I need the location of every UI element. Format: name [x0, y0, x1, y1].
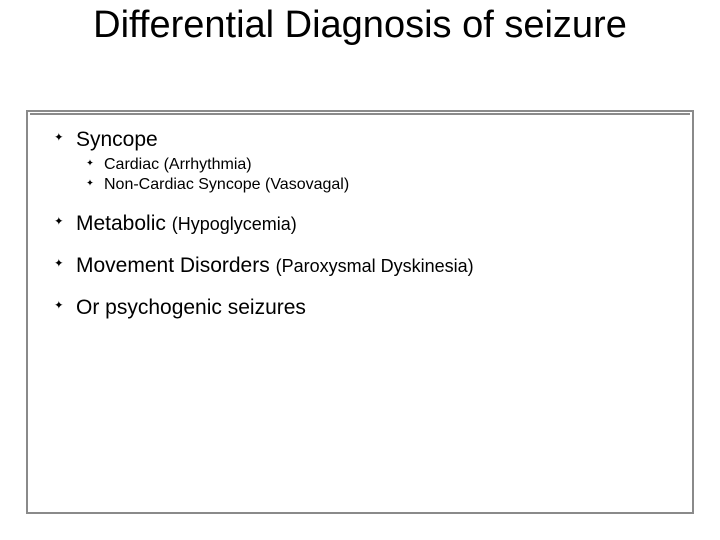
slide: Differential Diagnosis of seizure Syncop…: [0, 0, 720, 540]
content-area: Syncope Cardiac (Arrhythmia) Non-Cardiac S…: [50, 128, 670, 338]
title-divider: [30, 113, 690, 115]
bullet-text: Movement Disorders: [76, 254, 270, 277]
sub-bullet-list: Cardiac (Arrhythmia) Non-Cardiac Syncope …: [76, 156, 670, 194]
bullet-text: Or psychogenic seizures: [76, 296, 306, 319]
bullet-item: Metabolic (Hypoglycemia): [50, 212, 670, 236]
sub-bullet-item: Non-Cardiac Syncope (Vasovagal): [84, 176, 670, 194]
bullet-item: Movement Disorders (Paroxysmal Dyskinesi…: [50, 254, 670, 278]
sub-bullet-paren: (Arrhythmia): [164, 156, 252, 173]
bullet-list: Syncope Cardiac (Arrhythmia) Non-Cardiac S…: [50, 128, 670, 320]
bullet-paren: (Paroxysmal Dyskinesia): [276, 256, 474, 276]
sub-bullet-text: Cardiac: [104, 156, 159, 173]
sub-bullet-item: Cardiac (Arrhythmia): [84, 156, 670, 174]
sub-bullet-text: Non-Cardiac Syncope: [104, 176, 261, 193]
bullet-paren: (Hypoglycemia): [172, 214, 297, 234]
sub-bullet-paren: (Vasovagal): [265, 176, 349, 193]
bullet-text: Metabolic: [76, 212, 166, 235]
bullet-text: Syncope: [76, 128, 158, 151]
bullet-item: Syncope Cardiac (Arrhythmia) Non-Cardiac S…: [50, 128, 670, 194]
slide-title: Differential Diagnosis of seizure: [24, 6, 696, 46]
bullet-item: Or psychogenic seizures: [50, 296, 670, 320]
